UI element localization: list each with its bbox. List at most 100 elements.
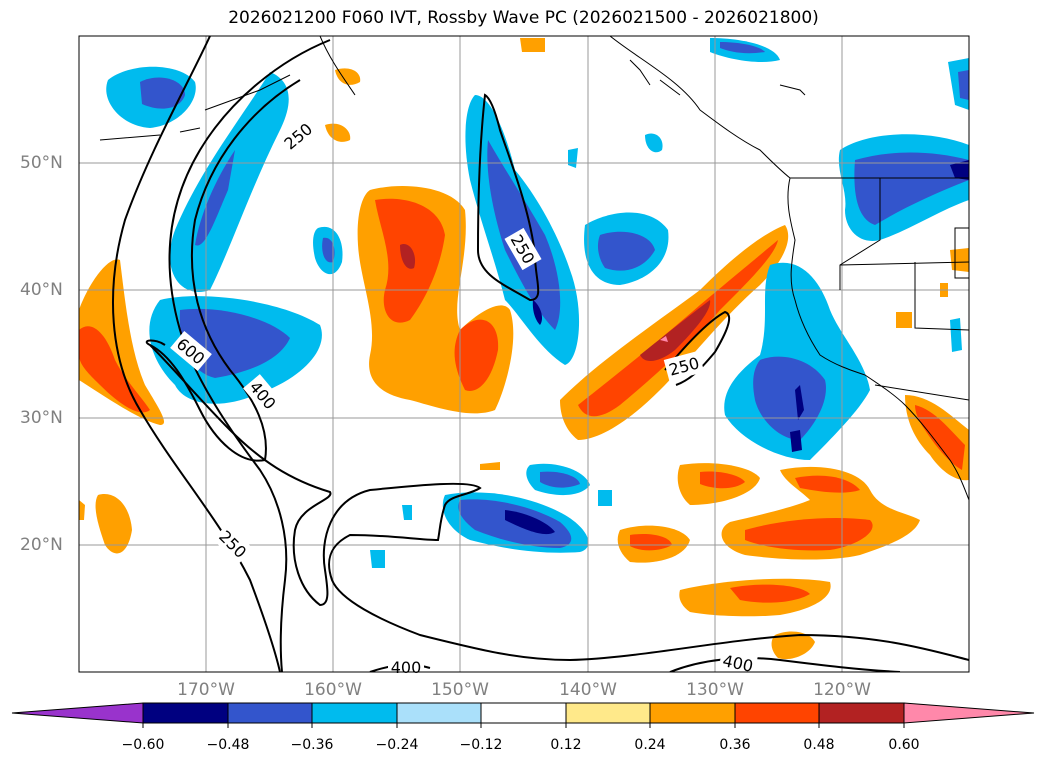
map-shape	[540, 471, 580, 488]
colorbar-segment	[565, 702, 651, 724]
map-shape	[795, 475, 860, 493]
map-shape	[195, 150, 235, 246]
map-shape	[149, 344, 969, 662]
map-shape	[520, 38, 545, 52]
map-shape	[874, 384, 969, 401]
contour-label-bg	[170, 116, 758, 672]
map-shape	[243, 374, 283, 416]
map-shape	[771, 631, 815, 660]
map-shape	[629, 59, 681, 96]
map-shape	[335, 68, 361, 85]
map-shape	[505, 510, 555, 535]
map-shape	[388, 656, 424, 672]
map-shape	[730, 584, 810, 603]
lat-label: 30°N	[20, 408, 63, 428]
map-shape	[663, 350, 705, 382]
colorbar-tick-label: 0.60	[888, 737, 920, 753]
contour-label: 400	[391, 658, 422, 677]
map-shape	[504, 227, 542, 271]
map-shape	[145, 339, 266, 462]
map-shape	[700, 471, 745, 489]
lon-label: 150°W	[431, 680, 489, 700]
colorbar-tick-label: −0.60	[121, 737, 165, 753]
map-shape	[190, 79, 301, 461]
map-shape	[839, 261, 969, 266]
map-shape	[790, 430, 802, 452]
map-shape	[795, 385, 804, 420]
map-shape	[79, 326, 150, 413]
colorbar-tick-label: 0.24	[634, 737, 666, 753]
map-shape	[277, 116, 319, 156]
map-shape	[476, 93, 540, 302]
lon-label: 120°W	[813, 680, 871, 700]
map-shape	[718, 648, 758, 672]
map-shape	[95, 494, 132, 554]
map-shape	[745, 518, 873, 551]
map-shape	[720, 42, 765, 54]
map-shape	[325, 123, 351, 142]
map-shape	[402, 505, 412, 520]
colorbar-segment	[396, 702, 482, 724]
lon-label: 160°W	[304, 680, 362, 700]
map-shape	[958, 70, 969, 100]
map-shape	[140, 77, 185, 109]
colorbar-min-extend	[11, 702, 144, 724]
map-shape	[854, 152, 969, 225]
map-shape	[400, 244, 416, 269]
colorbar	[11, 702, 1035, 724]
map-shape	[370, 550, 385, 568]
colorbar-tick-label: 0.12	[550, 737, 582, 753]
map-shape	[204, 74, 291, 111]
colorbar-tick-label: −0.36	[290, 737, 334, 753]
map-shape	[753, 356, 826, 440]
colorbar-tick-label: −0.48	[206, 737, 250, 753]
map-shape	[640, 300, 711, 362]
map-shape	[896, 312, 912, 328]
lon-label: 170°W	[177, 680, 235, 700]
map-shape	[597, 231, 655, 271]
map-shape	[79, 500, 85, 520]
lat-label: 40°N	[20, 280, 63, 300]
map-shape	[212, 523, 254, 565]
map-frame	[78, 35, 970, 673]
graticule	[79, 36, 969, 672]
map-shape	[322, 237, 335, 263]
map-shape	[112, 36, 281, 672]
colorbar-segment	[311, 702, 398, 724]
colorbar-tick-label: 0.48	[803, 737, 835, 753]
map-shape	[99, 127, 201, 141]
map-shape	[950, 248, 969, 272]
colorbar-tick-label: −0.12	[459, 737, 503, 753]
map-shape	[950, 160, 969, 180]
map-shape	[630, 534, 672, 551]
map-shape	[669, 657, 901, 672]
colorbar-segment	[227, 702, 313, 724]
coastlines	[99, 36, 969, 501]
map-shape	[954, 227, 969, 279]
lat-label: 20°N	[20, 535, 63, 555]
lat-label: 50°N	[20, 153, 63, 173]
map-title: 2026021200 F060 IVT, Rossby Wave PC (202…	[228, 8, 819, 28]
map-shape	[532, 300, 543, 325]
colorbar-segment	[142, 702, 229, 724]
map-shape	[609, 36, 969, 501]
map-shape	[915, 405, 965, 470]
lon-label: 140°W	[559, 680, 617, 700]
map-shape	[839, 178, 881, 290]
colorbar-segment	[734, 702, 820, 724]
map-shape	[598, 490, 612, 506]
map-shape	[645, 133, 663, 153]
map-shape	[914, 262, 969, 331]
colorbar-max-extend	[903, 702, 1035, 724]
map-shape	[950, 318, 962, 352]
colorbar-segment	[649, 702, 736, 724]
map-shape	[179, 308, 290, 378]
colorbar-tick-label: 0.36	[719, 737, 751, 753]
colorbar-tick-label: −0.24	[375, 737, 419, 753]
lon-label: 130°W	[686, 680, 744, 700]
map-shape	[454, 319, 499, 391]
map-shape	[660, 336, 668, 342]
map-shape	[170, 331, 212, 371]
map-shape	[480, 462, 500, 470]
